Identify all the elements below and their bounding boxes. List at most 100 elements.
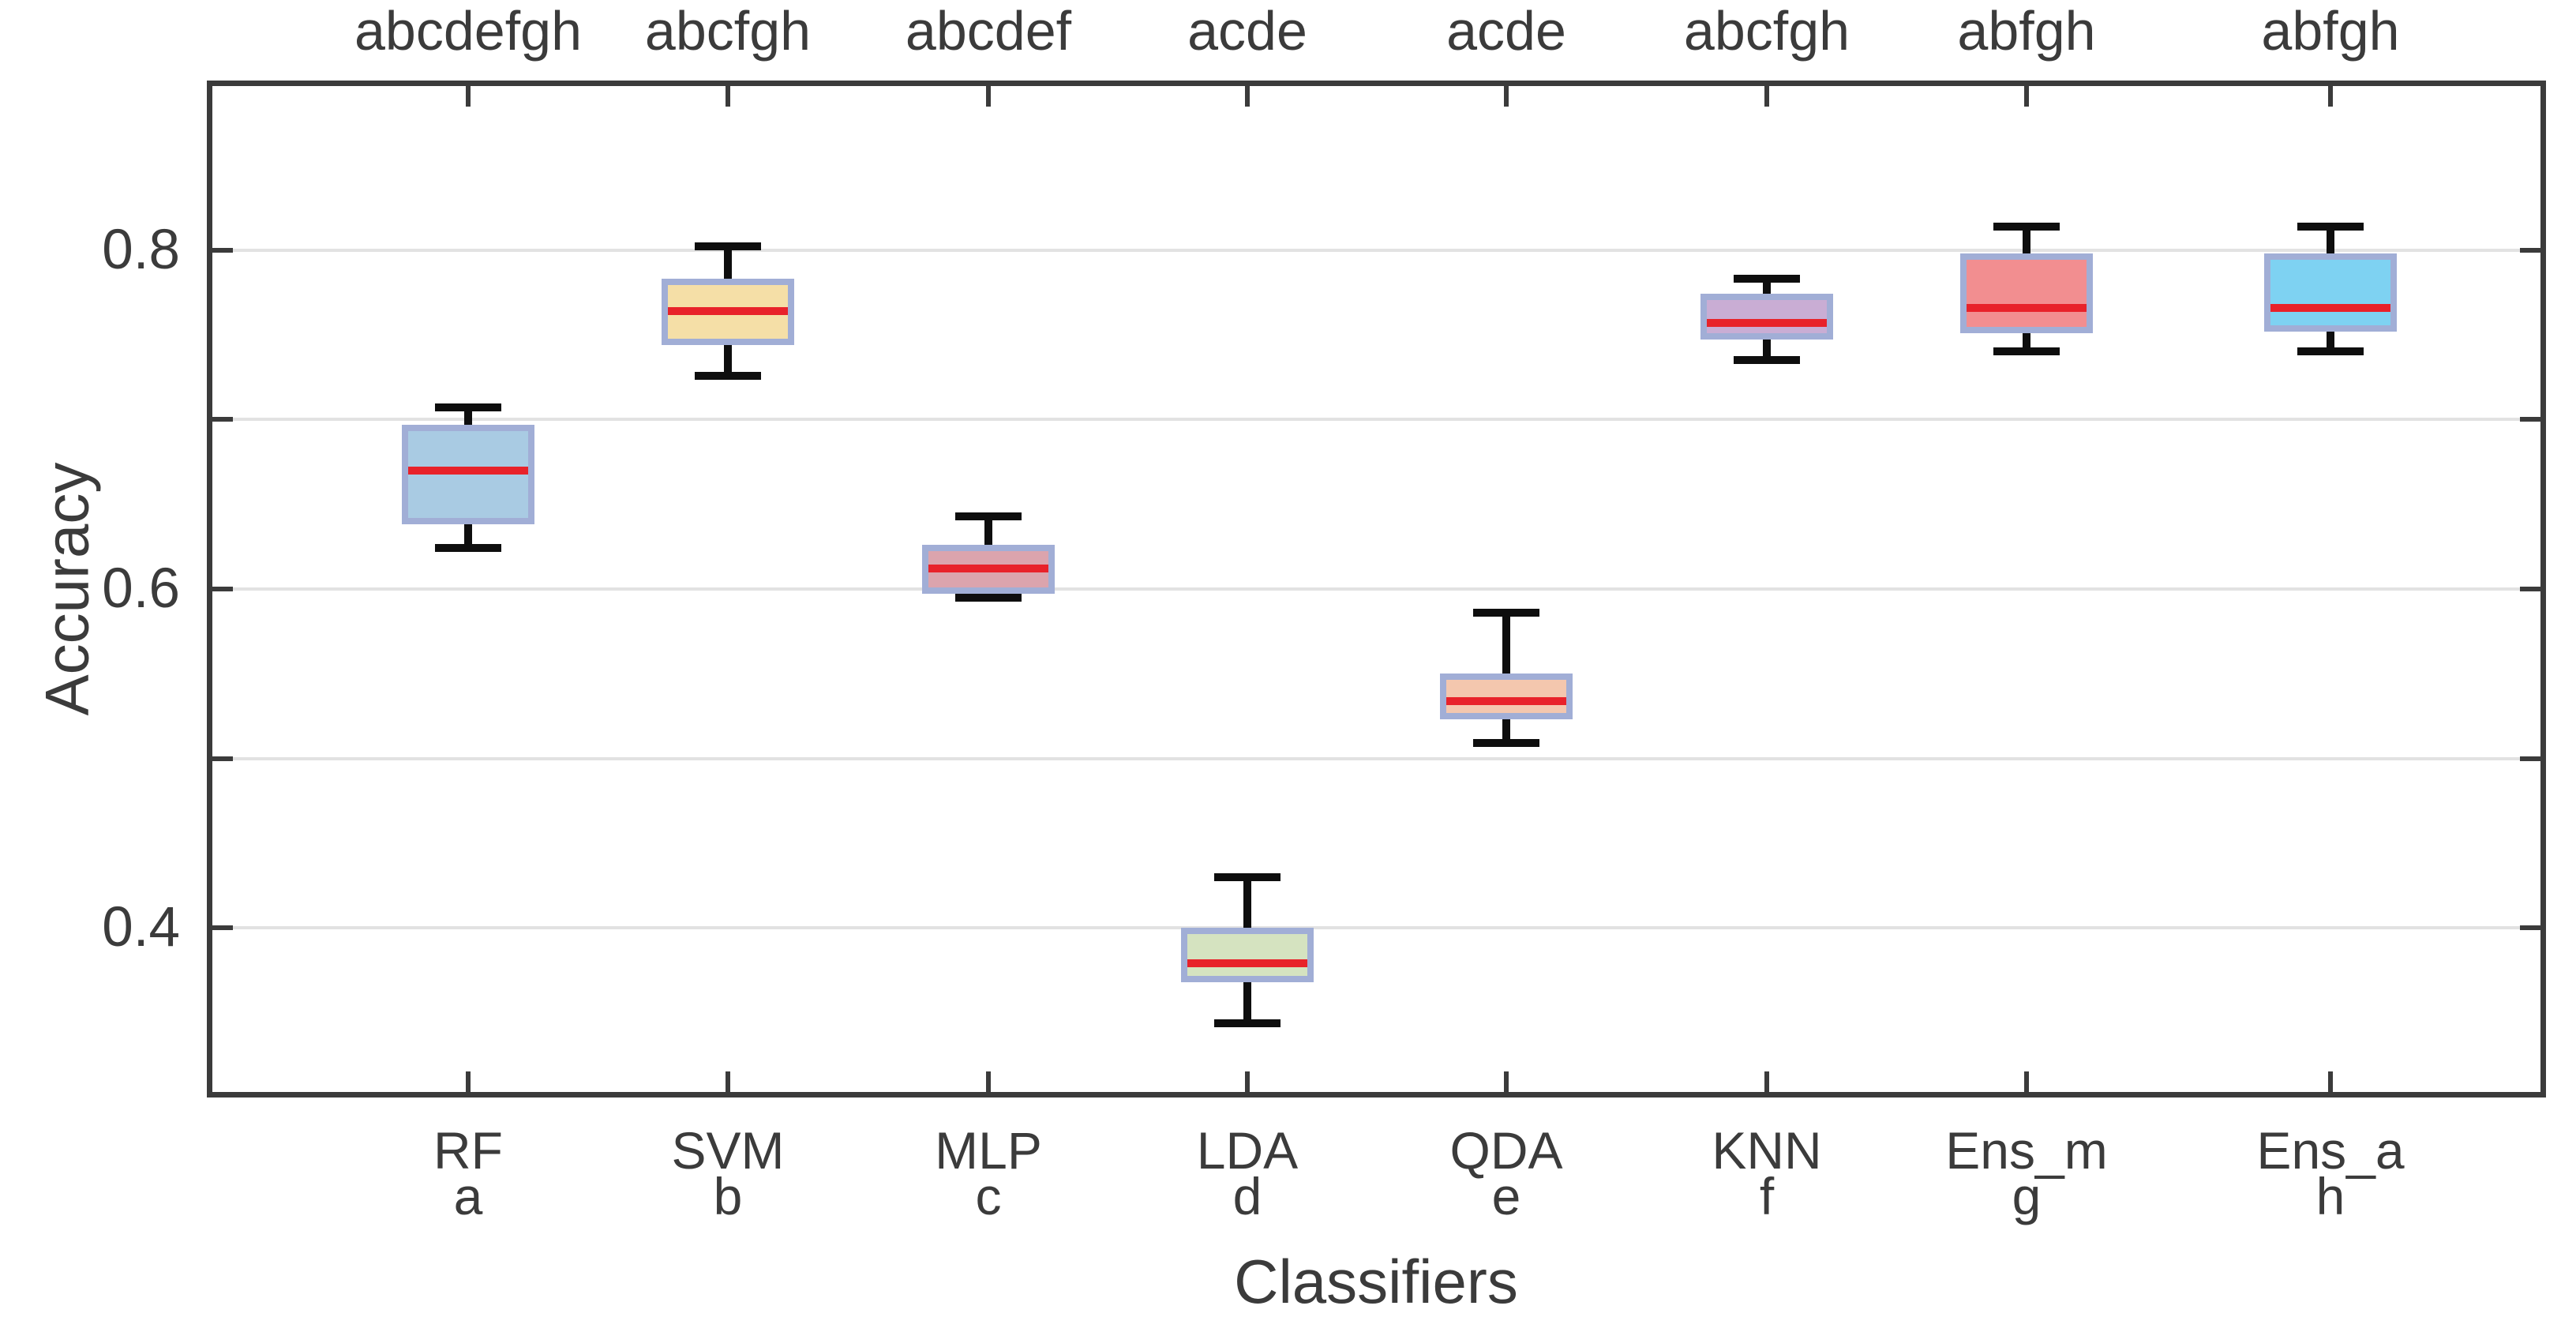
y-gridline: [212, 587, 2540, 591]
classifier-letter: a: [453, 1167, 483, 1225]
x-axis-tick: [986, 1071, 991, 1092]
upper-whisker-line: [1502, 613, 1510, 674]
x-axis-tick: [726, 1071, 730, 1092]
x-axis-tick-top: [986, 86, 991, 107]
lower-whisker-line: [1502, 719, 1510, 744]
box-lda: [1181, 928, 1314, 983]
lower-whisker-line: [1763, 340, 1771, 361]
upper-whisker-line: [464, 407, 472, 425]
upper-whisker-line: [1243, 876, 1251, 929]
y-axis-tick: [212, 756, 233, 761]
y-axis-tick: [212, 925, 233, 931]
upper-whisker-cap: [1473, 609, 1539, 617]
box-ens_a: [2264, 253, 2397, 332]
y-tick-label: 0.8: [102, 218, 180, 281]
upper-whisker-line: [984, 516, 992, 546]
upper-whisker-cap: [695, 242, 761, 251]
lower-whisker-cap: [1473, 739, 1539, 748]
y-axis-tick: [212, 417, 233, 422]
x-axis-tick-top: [1504, 86, 1509, 107]
y-tick-label: 0.4: [102, 896, 180, 959]
lower-whisker-cap: [1993, 347, 2060, 356]
y-axis-tick-right: [2520, 925, 2540, 931]
median-line: [1187, 959, 1307, 968]
median-line: [1967, 303, 2087, 312]
lower-whisker-cap: [1214, 1019, 1281, 1027]
box-rf: [402, 424, 534, 525]
classifier-name: LDA: [1196, 1121, 1299, 1180]
y-axis-tick-right: [2520, 756, 2540, 761]
classifier-letter: b: [713, 1167, 743, 1225]
lower-whisker-cap: [955, 593, 1022, 602]
plot-area: [207, 81, 2546, 1098]
median-line: [2270, 303, 2390, 312]
classifier-letter: g: [2012, 1167, 2042, 1225]
x-axis-tick: [466, 1071, 471, 1092]
upper-whisker-line: [1763, 279, 1771, 295]
upper-whisker-cap: [1214, 872, 1281, 881]
upper-whisker-cap: [2297, 222, 2364, 231]
upper-whisker-line: [724, 246, 732, 280]
upper-whisker-line: [2023, 226, 2030, 253]
x-axis-tick: [1504, 1071, 1509, 1092]
lower-whisker-line: [724, 344, 732, 376]
x-tick-label: Ens_a h: [2165, 1121, 2496, 1225]
significance-label: acde: [1446, 0, 1566, 62]
classifier-name: MLP: [935, 1121, 1042, 1180]
upper-whisker-cap: [435, 403, 501, 412]
classifier-letter: d: [1232, 1167, 1262, 1225]
upper-whisker-cap: [955, 512, 1022, 520]
y-gridline: [212, 926, 2540, 930]
classifier-name: RF: [433, 1121, 503, 1180]
classifier-name: Ens_m: [1945, 1121, 2108, 1180]
classifier-letter: h: [2315, 1167, 2345, 1225]
x-axis-tick: [1764, 1071, 1769, 1092]
x-tick-label: KNN f: [1601, 1121, 1933, 1225]
classifier-letter: f: [1759, 1167, 1775, 1225]
classifier-letter: c: [975, 1167, 1002, 1225]
median-line: [928, 565, 1048, 573]
x-axis-tick-top: [726, 86, 730, 107]
significance-label: abfgh: [2261, 0, 2400, 62]
classifier-name: QDA: [1449, 1121, 1563, 1180]
classifier-name: SVM: [671, 1121, 785, 1180]
y-gridline: [212, 756, 2540, 760]
x-axis-tick: [2024, 1071, 2029, 1092]
x-tick-label: MLP c: [823, 1121, 1154, 1225]
y-gridline: [212, 248, 2540, 252]
x-axis-tick: [1245, 1071, 1250, 1092]
x-axis-tick: [2328, 1071, 2333, 1092]
y-axis-tick-right: [2520, 417, 2540, 422]
classifier-name: Ens_a: [2256, 1121, 2405, 1180]
significance-label: abcdefgh: [354, 0, 583, 62]
x-axis-tick-top: [1245, 86, 1250, 107]
upper-whisker-cap: [1993, 222, 2060, 231]
upper-whisker-cap: [1734, 275, 1800, 283]
classifier-letter: e: [1491, 1167, 1521, 1225]
box-knn: [1700, 294, 1833, 340]
lower-whisker-line: [1243, 982, 1251, 1023]
x-axis-tick-top: [2328, 86, 2333, 107]
lower-whisker-line: [464, 524, 472, 549]
x-tick-label: RF a: [302, 1121, 634, 1225]
upper-whisker-line: [2327, 226, 2334, 253]
significance-label: abcfgh: [1683, 0, 1850, 62]
significance-label: abfgh: [1957, 0, 2096, 62]
median-line: [1446, 696, 1566, 705]
lower-whisker-line: [2327, 331, 2334, 352]
y-axis-tick-right: [2520, 587, 2540, 591]
y-tick-label: 0.6: [102, 557, 180, 620]
y-axis-tick-right: [2520, 247, 2540, 253]
x-tick-label: QDA e: [1340, 1121, 1672, 1225]
significance-label: abcfgh: [644, 0, 812, 62]
y-axis-tick: [212, 247, 233, 253]
significance-label: acde: [1187, 0, 1307, 62]
lower-whisker-cap: [695, 371, 761, 380]
lower-whisker-line: [2023, 332, 2030, 352]
classifier-name: KNN: [1712, 1121, 1822, 1180]
x-axis-tick-top: [466, 86, 471, 107]
x-axis-tick-top: [1764, 86, 1769, 107]
significance-label: abcdef: [905, 0, 1072, 62]
median-line: [1707, 318, 1827, 327]
